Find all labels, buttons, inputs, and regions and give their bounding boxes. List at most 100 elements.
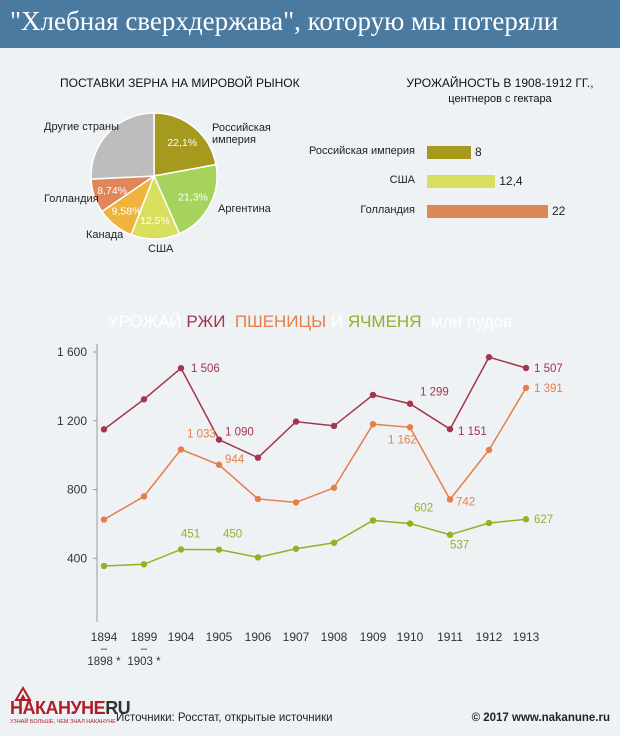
data-label: 1 506 (191, 363, 220, 375)
series-point (292, 418, 300, 425)
bar-subtitle: центнеров с гектара (448, 93, 552, 105)
data-label: 1 090 (225, 427, 254, 439)
data-label: 1 391 (534, 383, 563, 395)
pie-slice (130, 174, 181, 240)
series-point (446, 425, 454, 433)
bar-category-label: Голландия (360, 204, 415, 216)
y-tick-label: 400 (67, 551, 87, 565)
series-point (254, 495, 262, 503)
logo-text: НАКАНУНЕRU (10, 698, 131, 718)
y-tick-label: 1 600 (57, 345, 87, 359)
series-point (292, 499, 300, 506)
logo-mark-icon (14, 686, 32, 701)
y-tick-label: 800 (67, 483, 87, 497)
series-point (330, 484, 338, 491)
series-point (406, 400, 414, 407)
bar-category-label: Российская империя (309, 145, 415, 157)
series-point (177, 446, 185, 453)
series-point (215, 461, 223, 468)
data-label: 742 (456, 496, 475, 508)
pie-value-label: 9,58% (112, 206, 142, 218)
data-label: 451 (181, 528, 200, 540)
y-tick-label: 1 200 (57, 414, 87, 428)
series-line (103, 387, 527, 521)
pie-slice (100, 174, 156, 236)
bar-mark (427, 146, 471, 159)
line-title-part: И (326, 312, 348, 331)
x-tick-label: 1905 (206, 630, 233, 644)
x-tick-label: 1899 (131, 630, 158, 644)
series-point (406, 424, 414, 431)
x-sublabel: 1898 * (87, 656, 121, 668)
logo-tagline: УЗНАЙ БОЛЬШЕ, ЧЕМ ЗНАЛ НАКАНУНЕ (10, 719, 116, 725)
series-point (485, 353, 493, 361)
series-point (522, 364, 530, 372)
data-label: 1 299 (420, 387, 449, 399)
data-label: 627 (534, 514, 553, 526)
x-tick-label: 1912 (476, 630, 503, 644)
x-tick-label: 1911 (437, 630, 463, 644)
series-point (369, 420, 377, 428)
x-tick-label: 1906 (245, 630, 272, 644)
x-tick-label: 1908 (321, 630, 348, 644)
bar-mark (427, 205, 548, 218)
series-point (140, 396, 148, 403)
bar-mark (427, 175, 496, 188)
sources-note: Источники: Росстат, открытые источники (116, 712, 333, 724)
bar-value-label: 22 (552, 204, 566, 218)
series-point (485, 519, 493, 527)
x-tick-label: 1910 (397, 630, 424, 644)
series-point (254, 454, 262, 461)
pie-slice (152, 163, 218, 235)
pie-title: ПОСТАВКИ ЗЕРНА НА МИРОВОЙ РЫНОК (60, 76, 300, 90)
series-point (254, 554, 262, 561)
series-line (103, 356, 527, 459)
line-title-part: УРОЖАЙ (107, 312, 187, 331)
data-label: 1 033 (187, 428, 216, 440)
nakanune-logo[interactable]: НАКАНУНЕRU УЗНАЙ БОЛЬШЕ, ЧЕМ ЗНАЛ НАКАНУ… (6, 686, 131, 730)
pie-category-label: США (148, 243, 174, 255)
series-point (522, 384, 530, 392)
data-label: 537 (450, 540, 469, 552)
pie-category-label: Другие страны (44, 121, 120, 133)
data-label: 602 (414, 503, 433, 515)
bar-value-label: 8 (475, 145, 482, 159)
series-point (369, 517, 377, 524)
data-label: 1 162 (388, 434, 417, 446)
series-point (292, 545, 300, 552)
header-bar: "Хлебная сверхдержава", которую мы потер… (0, 0, 620, 48)
x-tick-label: 1909 (360, 630, 387, 644)
series-point (177, 364, 185, 372)
series-point (330, 539, 338, 546)
series-point (446, 496, 454, 503)
x-tick-label: 1913 (513, 630, 540, 644)
series-point (100, 426, 108, 433)
pie-category-label: Аргентина (218, 203, 271, 215)
series-point (446, 531, 454, 538)
data-label: 944 (225, 454, 245, 466)
data-label: 1 151 (458, 426, 487, 438)
series-point (330, 422, 338, 430)
series-point (140, 561, 148, 568)
bar-title: УРОЖАЙНОСТЬ В 1908-1912 ГГ., (406, 76, 594, 90)
pie-category-label: Российская империя (212, 122, 271, 146)
data-label: 1 507 (534, 363, 563, 375)
line-title-part: , (225, 312, 235, 331)
x-tick-label: 1894 (91, 630, 118, 644)
bar-category-label: США (389, 174, 415, 186)
series-point (140, 493, 148, 500)
series-point (100, 562, 108, 570)
series-point (215, 546, 223, 553)
x-sublabel: – (101, 643, 108, 655)
copyright-link[interactable]: © 2017 www.nakanune.ru (471, 712, 610, 724)
page-title: "Хлебная сверхдержава", которую мы потер… (10, 6, 559, 36)
series-line (103, 518, 527, 567)
line-title-part: ЯЧМЕНЯ (347, 312, 422, 331)
x-tick-label: 1904 (168, 630, 195, 644)
series-point (406, 520, 414, 527)
series-point (485, 446, 493, 454)
line-title-part: РЖИ (186, 312, 226, 331)
series-point (100, 516, 108, 523)
pie-value-label: 8,74% (97, 185, 127, 197)
